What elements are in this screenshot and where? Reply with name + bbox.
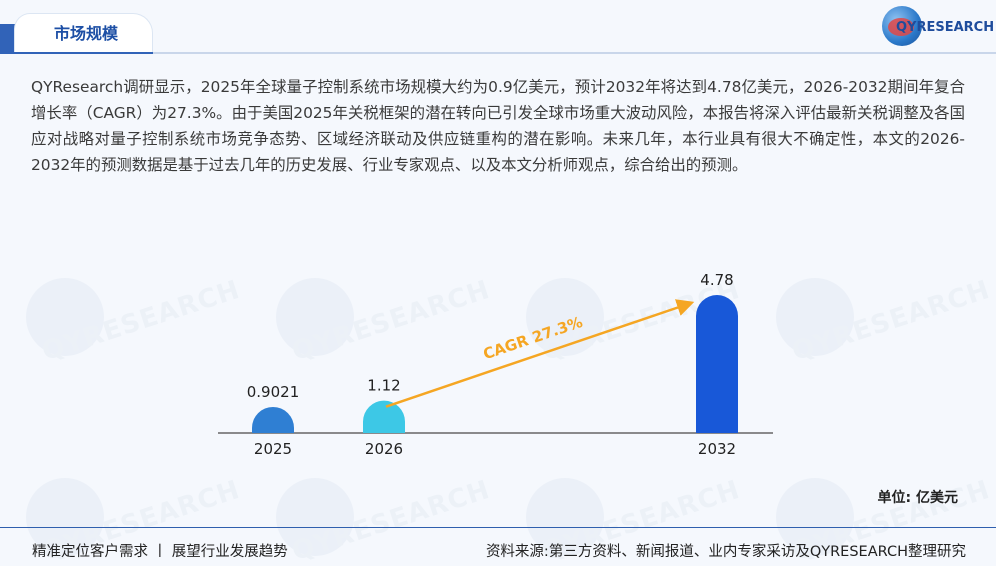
category-label-2032: 2032: [698, 440, 736, 458]
header-rule: [153, 52, 996, 54]
bar-2025: [252, 406, 294, 433]
section-title: 市场规模: [54, 24, 119, 43]
logo-map-icon: [888, 18, 914, 36]
value-label-2026: 1.12: [367, 377, 400, 395]
unit-label: 单位: 亿美元: [877, 490, 958, 506]
footer-source: 资料来源:第三方资料、新闻报道、业内专家采访及QYRESEARCH整理研究: [485, 544, 966, 560]
cagr-arrow: [385, 299, 695, 408]
footer-slogan: 精准定位客户需求 丨 展望行业发展趋势: [32, 544, 288, 560]
footer-divider: [0, 527, 996, 528]
category-label-2025: 2025: [254, 440, 292, 458]
logo-text: QYRESEARCH: [896, 20, 995, 35]
bar-2032: [696, 295, 738, 433]
summary-paragraph: QYResearch调研显示，2025年全球量子控制系统市场规模大约为0.9亿美…: [31, 78, 965, 174]
qyresearch-logo: QYRESEARCH: [880, 6, 995, 50]
value-label-2032: 4.78: [700, 271, 733, 289]
bar-2026: [363, 400, 405, 433]
header-rule-accent: [0, 52, 153, 54]
header-tab-inner: [14, 13, 153, 53]
category-label-2026: 2026: [365, 440, 403, 458]
header: 市场规模 QYRESEARCH: [0, 0, 996, 60]
value-label-2025: 0.9021: [247, 383, 300, 401]
